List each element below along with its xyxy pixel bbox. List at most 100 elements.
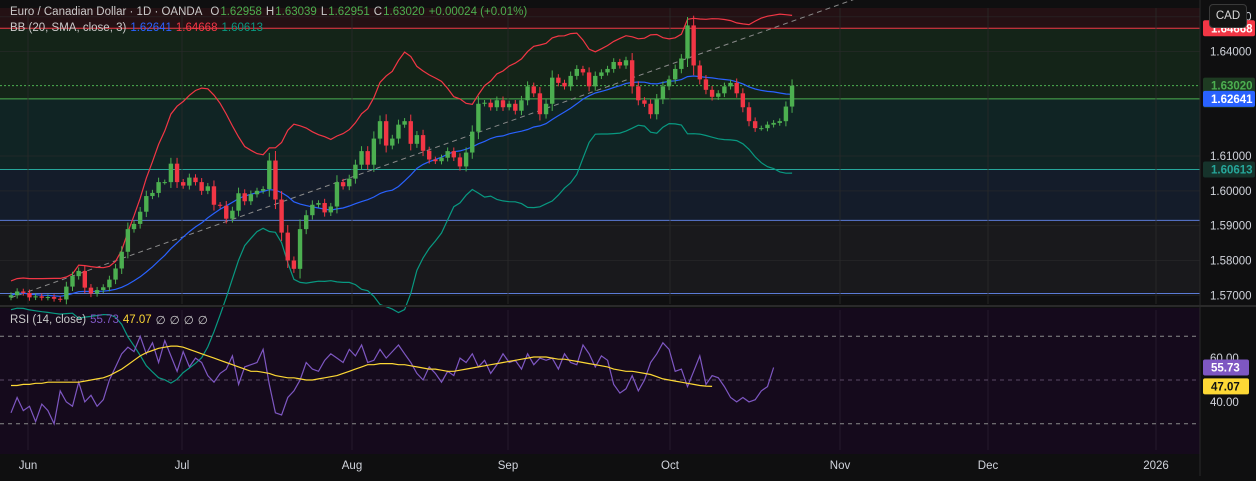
- candle[interactable]: [211, 180, 217, 211]
- candle[interactable]: [789, 79, 795, 113]
- rsi-legend-name[interactable]: RSI (14, close): [10, 314, 87, 326]
- candle[interactable]: [82, 265, 87, 294]
- candle[interactable]: [168, 157, 174, 188]
- candle[interactable]: [328, 202, 333, 216]
- candle[interactable]: [137, 207, 143, 229]
- candle[interactable]: [150, 189, 155, 200]
- candle[interactable]: [574, 65, 579, 80]
- candle[interactable]: [144, 190, 149, 218]
- candle[interactable]: [439, 154, 444, 165]
- candle[interactable]: [88, 284, 94, 298]
- candle[interactable]: [420, 129, 426, 157]
- candle[interactable]: [734, 78, 739, 98]
- candle[interactable]: [451, 147, 456, 162]
- candle[interactable]: [193, 174, 198, 186]
- candle[interactable]: [586, 67, 592, 92]
- candle[interactable]: [377, 115, 383, 145]
- candle[interactable]: [279, 191, 284, 242]
- candle[interactable]: [236, 187, 241, 217]
- candle[interactable]: [33, 293, 38, 301]
- candle[interactable]: [64, 281, 69, 305]
- candle[interactable]: [654, 94, 659, 120]
- candle[interactable]: [248, 190, 254, 206]
- candle[interactable]: [273, 150, 278, 210]
- candle[interactable]: [310, 200, 315, 220]
- candle[interactable]: [94, 286, 100, 297]
- candle[interactable]: [500, 96, 506, 112]
- candle[interactable]: [697, 60, 702, 85]
- candle[interactable]: [765, 121, 770, 132]
- candle[interactable]: [519, 95, 524, 116]
- candle[interactable]: [217, 202, 223, 209]
- candle[interactable]: [470, 125, 475, 159]
- candle[interactable]: [543, 99, 549, 119]
- candle[interactable]: [685, 16, 690, 67]
- candle[interactable]: [119, 246, 124, 274]
- candle[interactable]: [722, 82, 727, 98]
- candle[interactable]: [230, 206, 235, 223]
- candle[interactable]: [531, 82, 536, 98]
- candle[interactable]: [199, 178, 204, 195]
- candle[interactable]: [746, 102, 752, 127]
- candle[interactable]: [156, 177, 161, 198]
- candle[interactable]: [254, 187, 260, 198]
- candle[interactable]: [396, 119, 401, 144]
- candle[interactable]: [433, 156, 438, 165]
- candle[interactable]: [629, 53, 635, 94]
- candle[interactable]: [267, 152, 272, 197]
- candle[interactable]: [599, 69, 604, 80]
- candles-group[interactable]: [8, 15, 795, 305]
- candle[interactable]: [703, 75, 709, 95]
- candle[interactable]: [76, 267, 81, 280]
- candle[interactable]: [125, 222, 131, 259]
- candle[interactable]: [488, 99, 493, 111]
- candle[interactable]: [691, 15, 696, 76]
- candle[interactable]: [463, 147, 469, 172]
- candle[interactable]: [260, 186, 266, 194]
- candle[interactable]: [740, 88, 746, 113]
- candle[interactable]: [494, 96, 500, 112]
- candle[interactable]: [537, 87, 543, 121]
- candle[interactable]: [709, 86, 715, 101]
- candle[interactable]: [359, 146, 364, 170]
- candle[interactable]: [427, 146, 432, 164]
- candle[interactable]: [291, 256, 297, 273]
- candle[interactable]: [187, 173, 192, 190]
- candle[interactable]: [390, 134, 395, 150]
- candle[interactable]: [457, 153, 463, 171]
- candle[interactable]: [562, 79, 567, 90]
- candle[interactable]: [617, 58, 623, 69]
- candle[interactable]: [679, 54, 684, 74]
- symbol-title[interactable]: Euro / Canadian Dollar · 1D · OANDA: [10, 6, 203, 18]
- candle[interactable]: [45, 294, 51, 301]
- candle[interactable]: [14, 288, 20, 299]
- candle[interactable]: [340, 178, 346, 190]
- candle[interactable]: [673, 64, 678, 84]
- candle[interactable]: [605, 65, 610, 76]
- candle[interactable]: [322, 198, 327, 217]
- candle[interactable]: [783, 101, 789, 127]
- candle[interactable]: [777, 118, 782, 126]
- candle[interactable]: [716, 90, 721, 100]
- candle[interactable]: [27, 289, 32, 301]
- candle[interactable]: [660, 81, 666, 105]
- candle[interactable]: [666, 75, 672, 91]
- candle[interactable]: [506, 100, 512, 111]
- candle[interactable]: [58, 296, 63, 303]
- candle[interactable]: [611, 58, 616, 73]
- candle[interactable]: [8, 292, 14, 301]
- candle[interactable]: [285, 225, 290, 268]
- candle[interactable]: [414, 131, 420, 148]
- candle[interactable]: [476, 96, 481, 140]
- candle[interactable]: [107, 275, 112, 292]
- candle[interactable]: [304, 210, 309, 235]
- candle[interactable]: [334, 175, 340, 214]
- candle[interactable]: [525, 81, 530, 106]
- candle[interactable]: [383, 114, 389, 153]
- candle[interactable]: [162, 179, 167, 185]
- currency-button[interactable]: CAD: [1209, 4, 1247, 28]
- candle[interactable]: [593, 71, 598, 91]
- candle[interactable]: [70, 271, 75, 291]
- candle[interactable]: [648, 99, 653, 119]
- candle[interactable]: [353, 159, 358, 184]
